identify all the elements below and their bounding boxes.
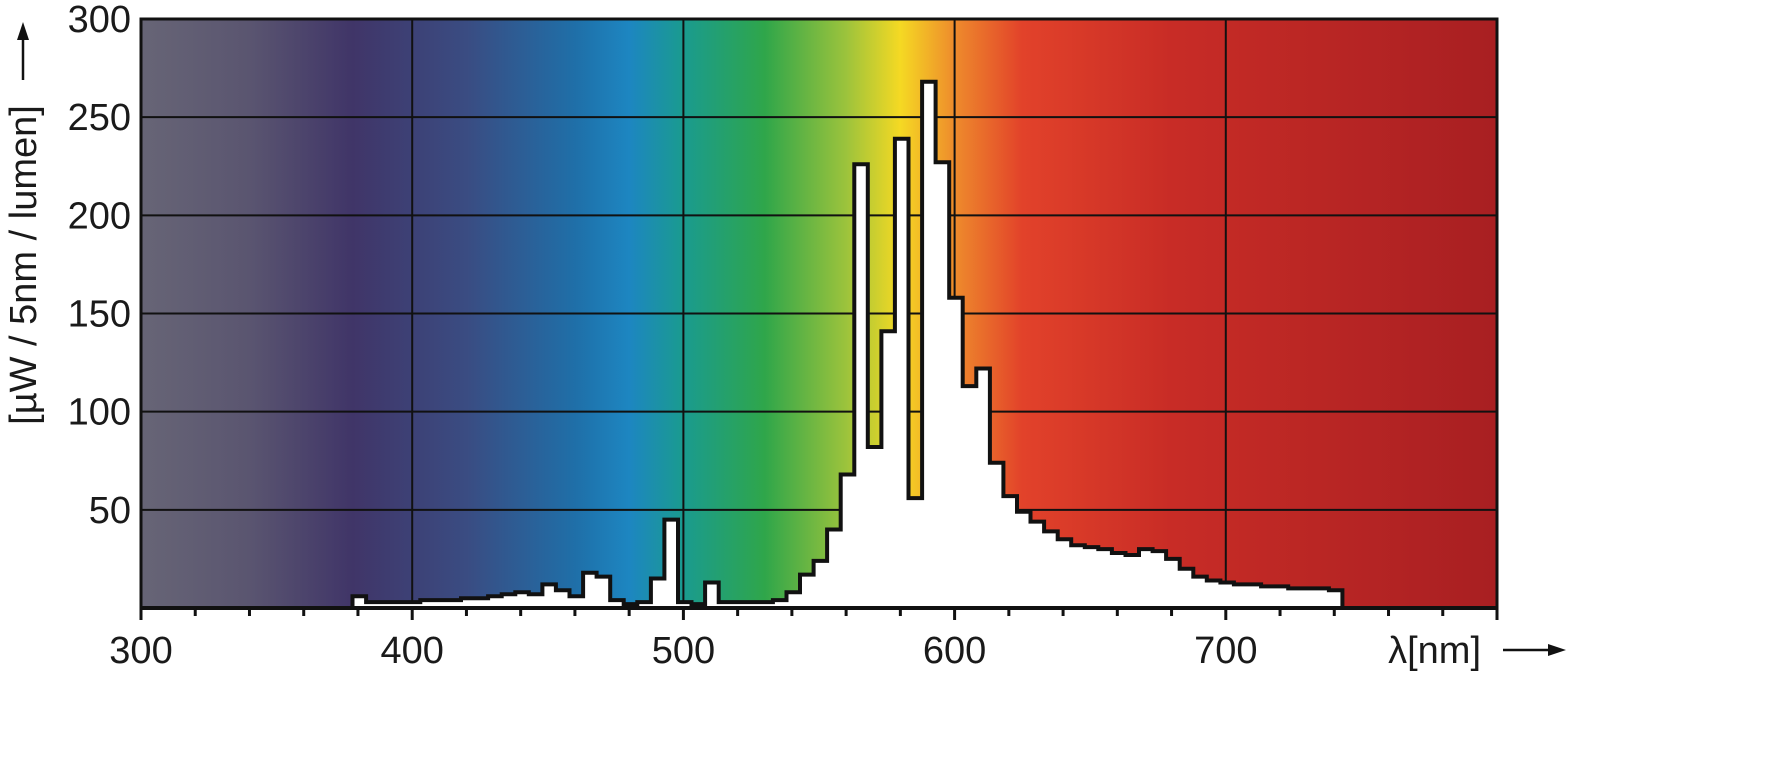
y-tick-label-250: 250 <box>68 97 131 139</box>
axis-ticks <box>139 606 1499 620</box>
y-tick-label-150: 150 <box>68 294 131 336</box>
y-axis-arrow-head <box>17 22 29 40</box>
y-tick-label-300: 300 <box>68 0 131 41</box>
y-tick-label-200: 200 <box>68 195 131 237</box>
x-tick-label-300: 300 <box>109 630 172 672</box>
y-tick-label-100: 100 <box>68 392 131 434</box>
x-tick-label-600: 600 <box>923 630 986 672</box>
x-tick-label-500: 500 <box>652 630 715 672</box>
y-tick-label-50: 50 <box>89 490 131 532</box>
x-axis-arrow-head <box>1548 644 1566 656</box>
y-axis-title: [µW / 5nm / lumen] <box>3 105 45 425</box>
x-tick-labels: 300 400 500 600 700 <box>109 630 1257 672</box>
spectrum-area <box>350 79 1345 610</box>
y-tick-labels: 50 100 150 200 250 300 <box>68 0 131 532</box>
x-tick-label-400: 400 <box>380 630 443 672</box>
x-axis-title: λ[nm] <box>1388 630 1481 672</box>
x-tick-label-700: 700 <box>1194 630 1257 672</box>
